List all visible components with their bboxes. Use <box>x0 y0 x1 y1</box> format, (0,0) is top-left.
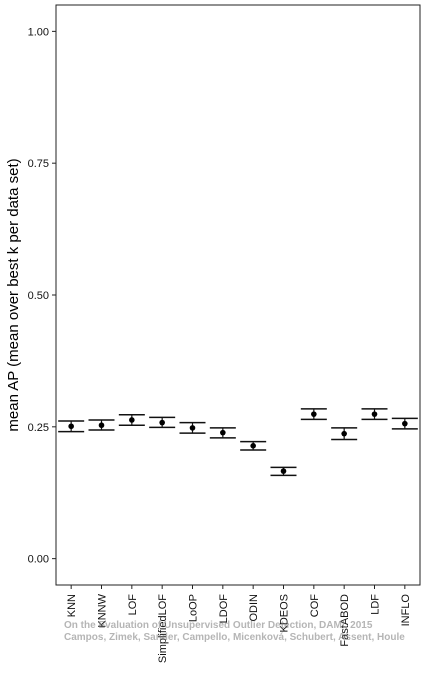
y-tick-label: 0.25 <box>28 422 49 434</box>
plot-frame <box>55 4 421 586</box>
y-tick-label: 0.75 <box>28 158 49 170</box>
x-tick-label: COF <box>309 594 321 618</box>
y-axis: 0.00 0.25 0.50 0.75 1.00 <box>28 26 56 566</box>
x-tick-label: KNN <box>66 594 78 617</box>
x-tick-label: LOF <box>127 594 139 616</box>
y-tick-label: 0.00 <box>28 554 49 566</box>
x-tick-label: KDEOS <box>279 594 291 633</box>
mean-point <box>250 443 256 449</box>
x-axis: KNN KNNW LOF SimplifiedLOF LoOP LDOF ODIN KDEOS… <box>66 585 412 663</box>
mean-point <box>280 468 287 474</box>
y-tick-label: 1.00 <box>28 26 49 38</box>
x-tick-label: SimplifiedLOF <box>157 594 169 663</box>
x-tick-label: KNNW <box>97 593 109 627</box>
y-axis-title: mean AP (mean over best k per data set) <box>5 158 22 431</box>
mean-point <box>68 423 74 430</box>
mean-point <box>98 422 105 429</box>
x-tick-label: LoOP <box>188 594 200 622</box>
mean-point <box>402 420 408 427</box>
mean-point <box>341 430 347 437</box>
plot-border <box>55 4 421 586</box>
mean-point <box>189 425 196 431</box>
x-tick-label: LDOF <box>218 594 230 624</box>
mean-point <box>159 419 165 426</box>
mean-point <box>129 417 135 423</box>
x-tick-label: LDF <box>370 594 382 615</box>
error-bars <box>58 408 418 477</box>
mean-point <box>371 411 378 417</box>
y-tick-label: 0.50 <box>28 290 49 302</box>
x-tick-label: ODIN <box>248 594 260 622</box>
x-tick-label: INFLO <box>400 594 412 627</box>
mean-point <box>220 429 226 436</box>
mean-point <box>311 411 317 417</box>
x-tick-label: FastABOD <box>339 594 351 647</box>
